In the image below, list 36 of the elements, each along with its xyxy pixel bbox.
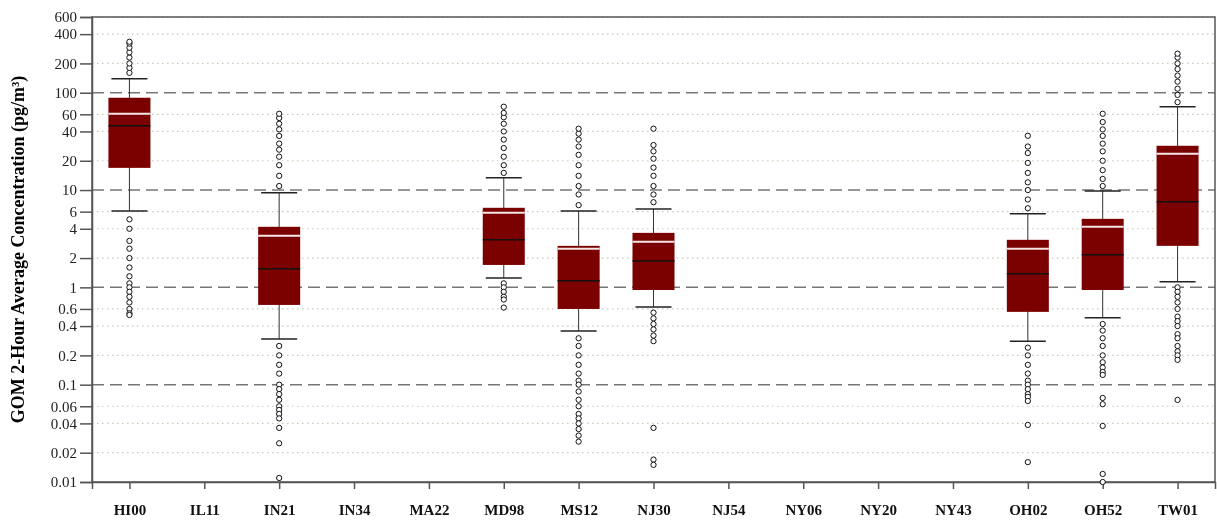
y-tick-label: 0.02 — [50, 445, 77, 461]
y-tick-label: 4 — [69, 221, 78, 238]
x-tick-label: NY06 — [785, 501, 823, 518]
x-tick-label: OH52 — [1084, 501, 1123, 518]
x-tick-label: HI00 — [113, 501, 147, 518]
x-tick-label: IN21 — [263, 501, 296, 518]
y-tick-label: 600 — [54, 9, 77, 26]
y-tick-label: 0.01 — [50, 474, 77, 491]
y-tick-label: 10 — [62, 182, 77, 199]
x-tick-label: MS12 — [560, 501, 598, 518]
y-tick-label: 0.2 — [58, 347, 77, 364]
x-tick-label: NY20 — [860, 501, 897, 518]
x-tick-label: MD98 — [484, 501, 525, 518]
y-tick-label: 200 — [54, 55, 77, 72]
y-tick-label: 0.04 — [50, 415, 78, 432]
y-tick-label: 0.4 — [58, 318, 78, 335]
y-tick-label: 60 — [62, 106, 77, 123]
y-tick-label: 400 — [54, 26, 77, 43]
y-tick-label: 20 — [62, 153, 77, 170]
y-tick-label: 100 — [54, 85, 77, 102]
x-tick-label: TW01 — [1158, 501, 1199, 518]
x-tick-label: OH02 — [1009, 501, 1048, 518]
y-axis-title: GOM 2-Hour Average Concentration (pg/m³) — [8, 75, 29, 424]
x-tick-label: NJ30 — [637, 501, 671, 518]
x-tick-label: MA22 — [409, 501, 450, 518]
y-tick-label: 40 — [62, 123, 77, 140]
x-tick-label: IL11 — [189, 501, 220, 518]
x-tick-label: IN34 — [338, 501, 371, 518]
y-tick-label: 1 — [69, 279, 77, 296]
x-tick-label: NJ54 — [712, 501, 747, 518]
y-tick-label: 6 — [69, 203, 78, 220]
y-tick-label: 0.6 — [58, 301, 78, 318]
y-tick-label: 0.1 — [58, 376, 77, 393]
y-tick-label: 0.06 — [50, 398, 78, 415]
x-tick-label: NY43 — [935, 501, 972, 518]
y-tick-label: 2 — [69, 250, 77, 267]
